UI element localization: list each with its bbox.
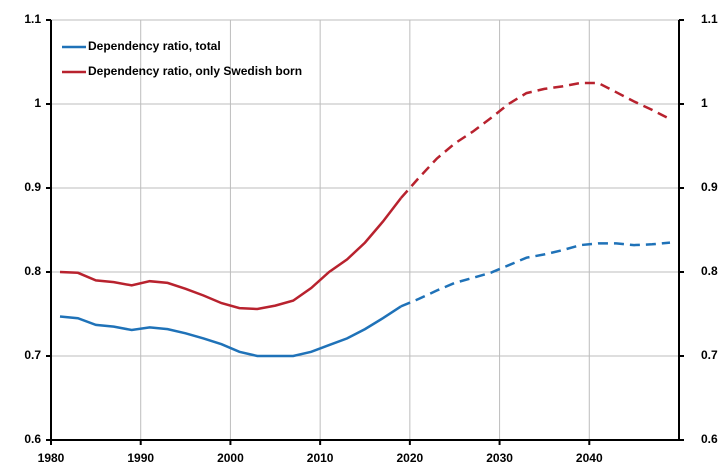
y-tick-label: 0.6 xyxy=(24,432,41,446)
y-tick-label: 0.9 xyxy=(24,180,41,194)
legend-label: Dependency ratio, total xyxy=(88,39,221,53)
y2-tick-label: 0.8 xyxy=(701,264,718,278)
projection-line xyxy=(400,241,671,308)
y2-tick-label: 0.9 xyxy=(701,180,718,194)
y-tick-label: 0.8 xyxy=(24,264,41,278)
x-tick-label: 2020 xyxy=(397,451,424,465)
x-tick-label: 2030 xyxy=(486,451,513,465)
y2-tick-label: 1.1 xyxy=(701,12,718,26)
y-tick-label: 0.7 xyxy=(24,348,41,362)
x-tick-label: 1990 xyxy=(127,451,154,465)
legend-label: Dependency ratio, only Swedish born xyxy=(88,64,302,78)
y-tick-label: 1 xyxy=(34,96,41,110)
y-tick-label: 1.1 xyxy=(24,12,41,26)
x-tick-label: 2010 xyxy=(307,451,334,465)
y2-tick-label: 1 xyxy=(701,96,708,110)
projection-line xyxy=(399,81,671,199)
line xyxy=(59,197,402,311)
x-tick-label: 2000 xyxy=(217,451,244,465)
line xyxy=(59,305,402,358)
x-tick-label: 2040 xyxy=(576,451,603,465)
x-tick-label: 1980 xyxy=(38,451,65,465)
y2-tick-label: 0.7 xyxy=(701,348,718,362)
y2-tick-label: 0.6 xyxy=(701,432,718,446)
